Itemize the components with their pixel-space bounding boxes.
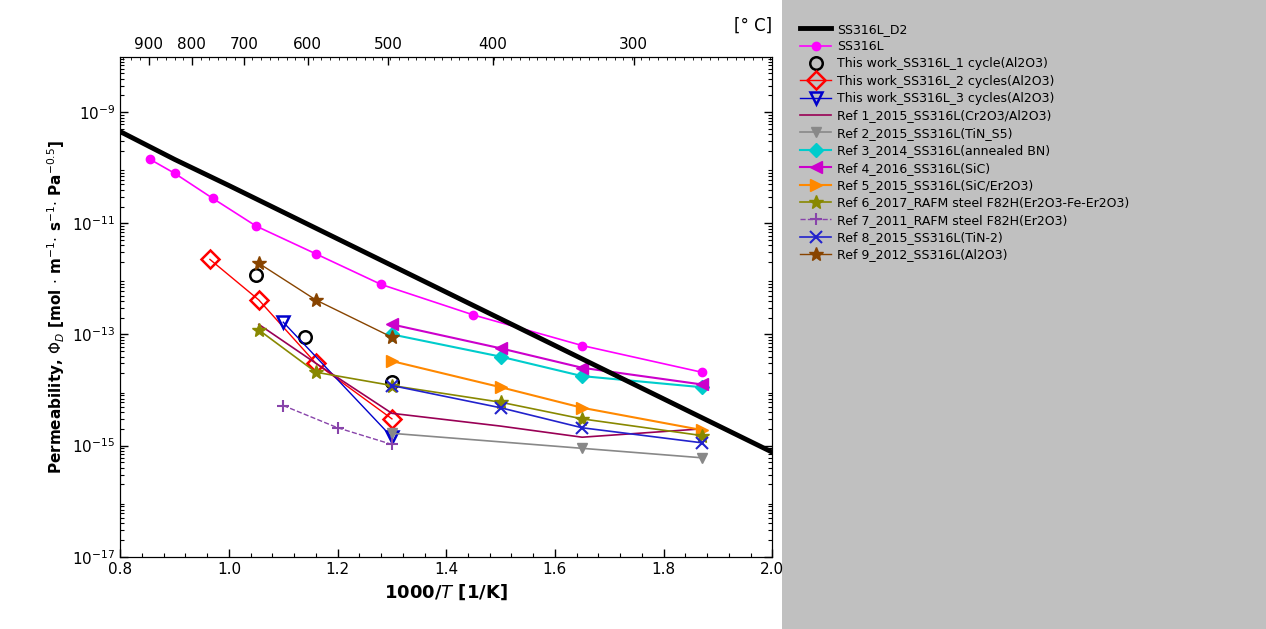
Line: Ref 5_2015_SS316L(SiC/Er2O3): Ref 5_2015_SS316L(SiC/Er2O3) (386, 355, 708, 437)
SS316L_D2 (167, 155, 182, 163)
Ref 3_2014_SS316L(annealed BN) (575, 372, 590, 380)
Ref 6_2017_RAFM steel F82H(Er2O3-Fe-Er2O3) (251, 326, 266, 334)
Ref 3_2014_SS316L(annealed BN) (492, 353, 508, 360)
Line: This work_SS316L_1 cycle(Al2O3): This work_SS316L_1 cycle(Al2O3) (249, 269, 399, 388)
SS316L_D2 (601, 369, 617, 376)
SS316L (308, 250, 323, 258)
Line: This work_SS316L_2 cycles(Al2O3): This work_SS316L_2 cycles(Al2O3) (204, 253, 399, 425)
Ref 5_2015_SS316L(SiC/Er2O3) (694, 426, 709, 434)
Ref 2_2015_SS316L(TiN_S5) (575, 445, 590, 452)
Ref 1_2015_SS316L(Cr2O3/Al2O3) (694, 425, 709, 433)
Ref 8_2015_SS316L(TiN-2) (575, 424, 590, 431)
Ref 1_2015_SS316L(Cr2O3/Al2O3) (251, 321, 266, 328)
SS316L_D2 (113, 128, 128, 135)
Ref 8_2015_SS316L(TiN-2) (694, 439, 709, 447)
Ref 5_2015_SS316L(SiC/Er2O3) (492, 384, 508, 391)
SS316L_D2 (330, 235, 346, 243)
SS316L (205, 194, 220, 202)
Ref 3_2014_SS316L(annealed BN) (385, 331, 400, 338)
X-axis label: [° C]: [° C] (734, 17, 772, 35)
SS316L (143, 155, 158, 163)
This work_SS316L_1 cycle(Al2O3) (298, 333, 313, 341)
Line: Ref 4_2016_SS316L(SiC): Ref 4_2016_SS316L(SiC) (386, 318, 708, 391)
Ref 3_2014_SS316L(annealed BN) (694, 384, 709, 391)
This work_SS316L_1 cycle(Al2O3) (248, 271, 263, 279)
Line: Ref 1_2015_SS316L(Cr2O3/Al2O3): Ref 1_2015_SS316L(Cr2O3/Al2O3) (258, 325, 701, 437)
Ref 7_2011_RAFM steel F82H(Er2O3) (385, 441, 400, 448)
SS316L_D2 (547, 342, 562, 349)
This work_SS316L_1 cycle(Al2O3) (385, 378, 400, 386)
Y-axis label: Permeability, $\Phi_D$ [mol $\cdot$ m$^{-1}$$\cdot$ s$^{-1}$$\cdot$ Pa$^{-0.5}$]: Permeability, $\Phi_D$ [mol $\cdot$ m$^{… (46, 140, 67, 474)
SS316L (248, 222, 263, 230)
SS316L_D2 (492, 315, 508, 323)
This work_SS316L_2 cycles(Al2O3) (251, 296, 266, 304)
SS316L (167, 170, 182, 177)
SS316L (466, 311, 481, 319)
Ref 6_2017_RAFM steel F82H(Er2O3-Fe-Er2O3) (308, 369, 323, 376)
Ref 1_2015_SS316L(Cr2O3/Al2O3) (308, 360, 323, 367)
Line: Ref 7_2011_RAFM steel F82H(Er2O3): Ref 7_2011_RAFM steel F82H(Er2O3) (277, 399, 399, 451)
Ref 2_2015_SS316L(TiN_S5) (694, 454, 709, 462)
SS316L_D2 (656, 395, 671, 403)
Ref 9_2012_SS316L(Al2O3) (251, 260, 266, 267)
Ref 5_2015_SS316L(SiC/Er2O3) (575, 404, 590, 411)
Line: This work_SS316L_3 cycles(Al2O3): This work_SS316L_3 cycles(Al2O3) (277, 316, 399, 443)
This work_SS316L_2 cycles(Al2O3) (385, 415, 400, 423)
Ref 8_2015_SS316L(TiN-2) (492, 404, 508, 411)
Ref 6_2017_RAFM steel F82H(Er2O3-Fe-Er2O3) (385, 382, 400, 389)
Ref 9_2012_SS316L(Al2O3) (385, 333, 400, 341)
Ref 1_2015_SS316L(Cr2O3/Al2O3) (575, 433, 590, 441)
Line: SS316L: SS316L (146, 155, 705, 376)
SS316L_D2 (385, 262, 400, 269)
Legend: SS316L_D2, SS316L, This work_SS316L_1 cycle(Al2O3), This work_SS316L_2 cycles(Al: SS316L_D2, SS316L, This work_SS316L_1 cy… (796, 19, 1133, 265)
Ref 1_2015_SS316L(Cr2O3/Al2O3) (385, 409, 400, 417)
Line: Ref 6_2017_RAFM steel F82H(Er2O3-Fe-Er2O3): Ref 6_2017_RAFM steel F82H(Er2O3-Fe-Er2O… (252, 323, 709, 442)
Ref 2_2015_SS316L(TiN_S5) (385, 430, 400, 437)
Ref 4_2016_SS316L(SiC) (385, 321, 400, 328)
SS316L (694, 369, 709, 376)
SS316L_D2 (710, 422, 725, 430)
Ref 4_2016_SS316L(SiC) (492, 345, 508, 352)
Ref 6_2017_RAFM steel F82H(Er2O3-Fe-Er2O3) (492, 398, 508, 406)
SS316L_D2 (222, 182, 237, 189)
X-axis label: 1000/$T$ [1/K]: 1000/$T$ [1/K] (385, 582, 508, 601)
SS316L (373, 281, 389, 288)
This work_SS316L_2 cycles(Al2O3) (203, 255, 218, 263)
Ref 7_2011_RAFM steel F82H(Er2O3) (276, 402, 291, 409)
Ref 4_2016_SS316L(SiC) (575, 364, 590, 372)
SS316L_D2 (276, 208, 291, 216)
Line: SS316L_D2: SS316L_D2 (120, 131, 772, 452)
Ref 4_2016_SS316L(SiC) (694, 381, 709, 388)
Ref 1_2015_SS316L(Cr2O3/Al2O3) (492, 422, 508, 430)
This work_SS316L_3 cycles(Al2O3) (385, 433, 400, 441)
Ref 9_2012_SS316L(Al2O3) (308, 296, 323, 304)
Line: Ref 2_2015_SS316L(TiN_S5): Ref 2_2015_SS316L(TiN_S5) (387, 428, 706, 462)
This work_SS316L_3 cycles(Al2O3) (276, 318, 291, 326)
SS316L (575, 342, 590, 349)
Line: Ref 3_2014_SS316L(annealed BN): Ref 3_2014_SS316L(annealed BN) (387, 330, 706, 392)
Line: Ref 9_2012_SS316L(Al2O3): Ref 9_2012_SS316L(Al2O3) (252, 257, 399, 344)
SS316L_D2 (765, 448, 780, 456)
Ref 7_2011_RAFM steel F82H(Er2O3) (330, 424, 346, 431)
Ref 6_2017_RAFM steel F82H(Er2O3-Fe-Er2O3) (694, 431, 709, 439)
This work_SS316L_2 cycles(Al2O3) (308, 360, 323, 367)
Ref 8_2015_SS316L(TiN-2) (385, 382, 400, 389)
SS316L_D2 (438, 289, 453, 296)
Line: Ref 8_2015_SS316L(TiN-2): Ref 8_2015_SS316L(TiN-2) (386, 379, 708, 449)
Ref 5_2015_SS316L(SiC/Er2O3) (385, 357, 400, 365)
Ref 6_2017_RAFM steel F82H(Er2O3-Fe-Er2O3) (575, 415, 590, 423)
